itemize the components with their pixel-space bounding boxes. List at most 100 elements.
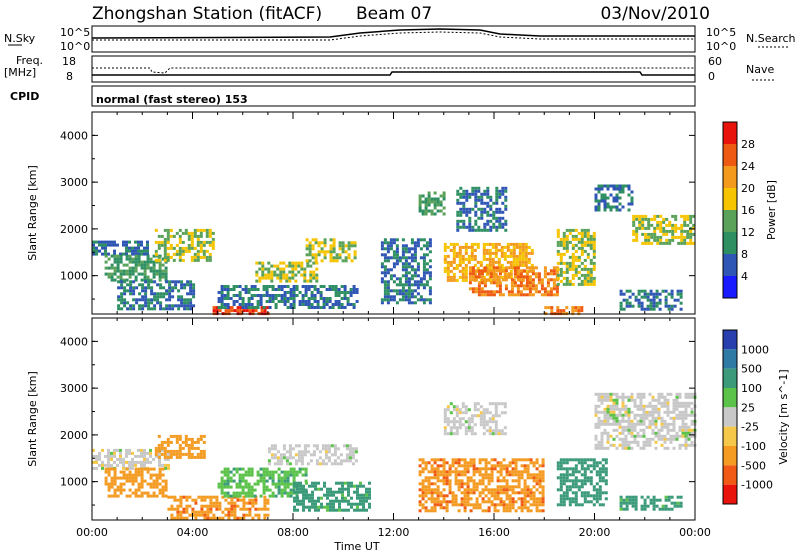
power-panel-cell bbox=[169, 234, 173, 238]
velocity-panel-cell bbox=[664, 495, 668, 499]
velocity-panel-cell bbox=[418, 494, 422, 498]
velocity-panel-cell bbox=[482, 411, 486, 415]
power-panel-cell bbox=[288, 261, 292, 265]
power-panel-cell bbox=[644, 235, 648, 239]
power-panel-cell bbox=[211, 240, 215, 244]
velocity-panel-cell bbox=[502, 509, 506, 513]
velocity-panel-cell bbox=[101, 448, 104, 452]
velocity-panel-cell bbox=[326, 487, 329, 491]
velocity-colorbar-segment bbox=[723, 426, 737, 446]
velocity-panel-cell bbox=[529, 473, 533, 477]
power-panel-cell bbox=[552, 269, 556, 273]
power-panel-cell bbox=[504, 228, 508, 232]
power-panel-cell bbox=[288, 264, 292, 268]
power-panel-cell bbox=[571, 243, 575, 247]
power-panel-cell bbox=[314, 256, 318, 260]
velocity-panel-cell bbox=[274, 482, 278, 486]
power-panel-cell bbox=[147, 280, 151, 284]
velocity-panel-cell bbox=[327, 444, 331, 448]
velocity-panel-cell bbox=[634, 495, 638, 499]
power-panel-cell bbox=[383, 271, 387, 275]
velocity-panel-cell bbox=[472, 503, 476, 507]
power-panel-cell bbox=[474, 192, 478, 196]
power-panel-cell bbox=[594, 196, 598, 200]
velocity-panel-cell bbox=[598, 476, 602, 480]
velocity-panel-cell bbox=[354, 459, 358, 463]
power-panel-cell bbox=[313, 285, 317, 288]
velocity-panel-cell bbox=[223, 473, 227, 477]
velocity-panel-cell bbox=[571, 491, 575, 495]
velocity-panel-cell bbox=[457, 473, 461, 477]
velocity-panel-cell bbox=[645, 440, 649, 444]
velocity-panel-cell bbox=[166, 455, 170, 459]
velocity-panel-cell bbox=[633, 425, 637, 429]
power-panel-cell bbox=[178, 228, 182, 232]
power-panel-cell bbox=[386, 292, 390, 296]
power-panel-cell bbox=[265, 300, 269, 303]
velocity-panel-cell bbox=[660, 428, 664, 432]
power-panel-cell bbox=[208, 243, 212, 247]
power-panel-cell bbox=[186, 307, 190, 311]
power-panel-cell bbox=[659, 220, 663, 224]
power-panel-cell bbox=[556, 282, 560, 286]
power-panel-cell bbox=[464, 245, 468, 249]
velocity-panel-cell bbox=[523, 500, 527, 504]
power-panel-cell bbox=[341, 250, 345, 254]
velocity-panel-cell bbox=[199, 452, 203, 456]
power-colorbar-tick: 28 bbox=[741, 138, 755, 151]
power-panel-cell bbox=[680, 241, 684, 245]
velocity-panel-cell bbox=[230, 501, 234, 505]
velocity-panel-cell bbox=[247, 491, 251, 495]
power-panel-cell bbox=[193, 252, 197, 256]
velocity-panel-cell bbox=[433, 458, 437, 462]
power-panel-cell bbox=[664, 295, 668, 299]
power-panel-cell bbox=[679, 292, 683, 296]
power-panel-cell bbox=[646, 304, 650, 308]
velocity-panel-cell bbox=[260, 507, 264, 511]
power-panel-cell bbox=[513, 284, 517, 288]
power-panel-echo-region bbox=[468, 266, 559, 297]
power-panel-cell bbox=[113, 260, 117, 264]
power-panel-cell bbox=[177, 298, 181, 302]
power-panel-cell bbox=[425, 271, 429, 275]
power-panel-cell bbox=[597, 202, 601, 206]
power-panel-cell bbox=[656, 226, 660, 230]
velocity-panel-cell bbox=[651, 395, 655, 399]
velocity-panel-cell bbox=[672, 425, 676, 429]
power-panel-cell bbox=[386, 298, 390, 302]
velocity-panel-cell bbox=[640, 495, 644, 499]
power-panel-cell bbox=[113, 257, 117, 261]
velocity-panel-cell bbox=[466, 464, 470, 468]
velocity-panel-cell bbox=[143, 457, 146, 461]
velocity-panel-cell bbox=[529, 488, 533, 492]
power-panel-cell bbox=[632, 220, 636, 224]
power-panel-cell bbox=[656, 241, 660, 245]
power-panel-cell bbox=[565, 249, 569, 253]
velocity-panel-cell bbox=[158, 463, 161, 467]
power-panel-cell bbox=[304, 300, 308, 303]
power-panel-cell bbox=[600, 187, 604, 191]
power-panel-cell bbox=[680, 238, 684, 242]
power-panel-cell bbox=[110, 254, 114, 258]
velocity-panel-cell bbox=[157, 443, 161, 447]
power-panel-cell bbox=[349, 303, 353, 306]
power-panel-cell bbox=[138, 307, 142, 311]
power-panel-cell bbox=[159, 304, 163, 308]
velocity-panel-cell bbox=[502, 503, 506, 507]
power-panel-cell bbox=[128, 272, 132, 276]
power-panel-echo-region bbox=[117, 280, 196, 311]
power-panel-cell bbox=[477, 207, 481, 211]
velocity-panel-cell bbox=[475, 467, 479, 471]
velocity-panel-cell bbox=[311, 502, 314, 506]
velocity-panel-cell bbox=[666, 422, 670, 426]
power-panel-cell bbox=[562, 276, 566, 280]
power-panel-cell bbox=[627, 187, 631, 191]
power-panel-cell bbox=[474, 278, 478, 282]
velocity-panel-cell bbox=[672, 398, 676, 402]
power-panel-cell bbox=[187, 249, 191, 253]
power-panel-cell bbox=[98, 249, 101, 253]
power-panel-cell bbox=[594, 208, 598, 212]
power-panel-cell bbox=[298, 300, 302, 303]
power-panel-cell bbox=[428, 259, 432, 263]
power-panel-cell bbox=[494, 260, 498, 264]
